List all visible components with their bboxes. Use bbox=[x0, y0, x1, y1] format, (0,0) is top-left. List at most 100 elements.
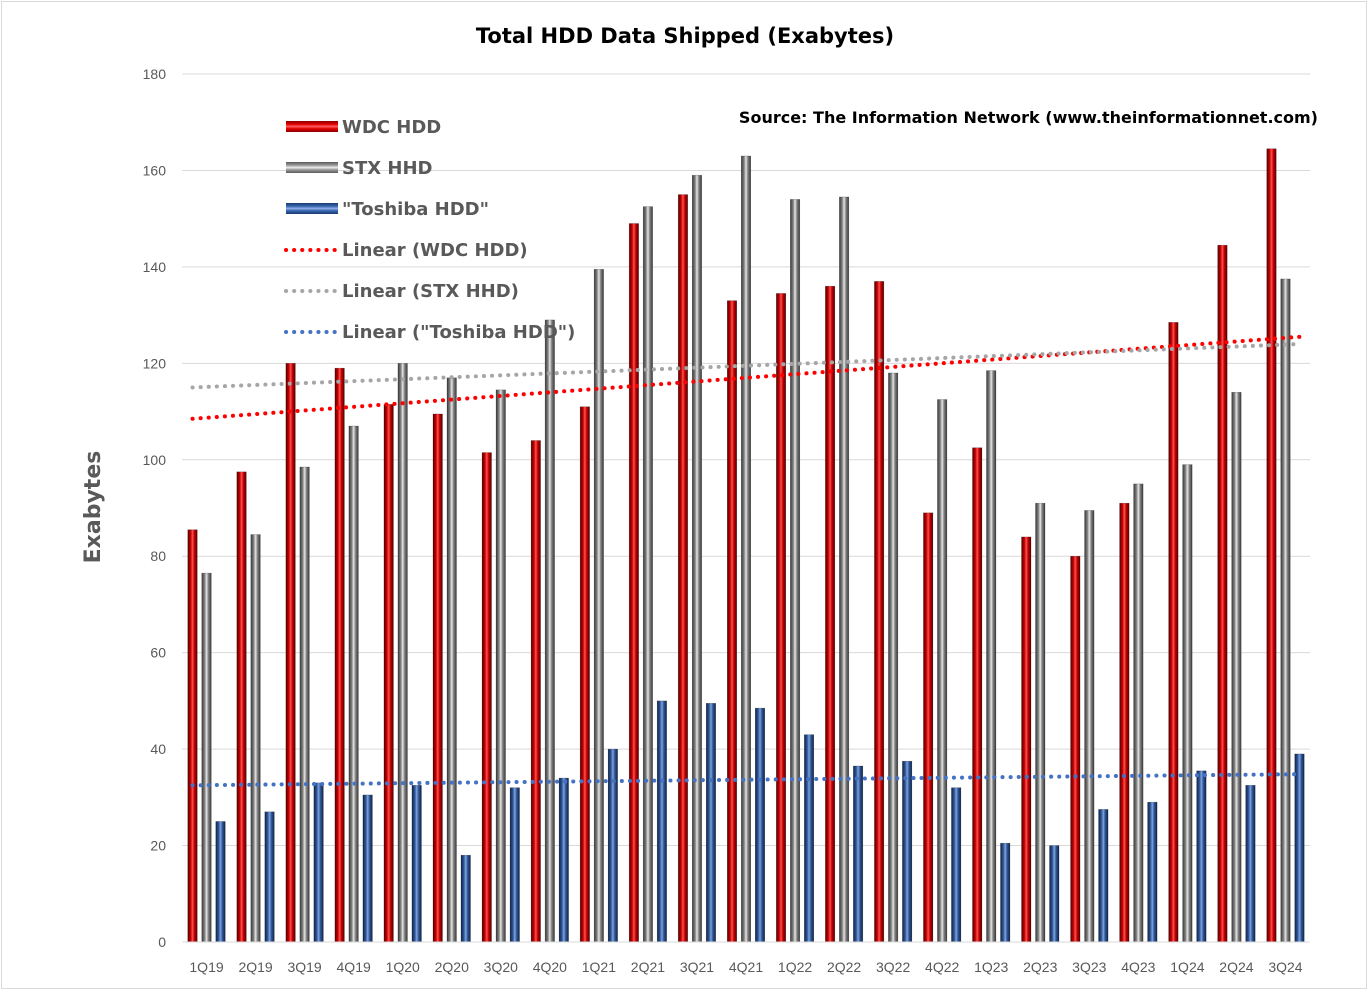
x-tick-label-2q23: 2Q23 bbox=[1023, 959, 1057, 975]
legend-label-wdc: WDC HDD bbox=[342, 117, 441, 138]
y-tick-label-100: 100 bbox=[143, 452, 167, 468]
legend-item-stx: STX HHD bbox=[286, 158, 432, 179]
legend-label-linear-wdc: Linear (WDC HDD) bbox=[342, 240, 528, 261]
x-tick-label-1q23: 1Q23 bbox=[974, 959, 1008, 975]
y-axis-ticks: 0 20 40 60 80 100 120 140 160 180 bbox=[143, 66, 167, 950]
y-tick-label-20: 20 bbox=[150, 838, 166, 854]
bar-toshiba-4q23 bbox=[1147, 801, 1158, 943]
x-tick-label-4q22: 4Q22 bbox=[925, 959, 959, 975]
y-tick-label-60: 60 bbox=[150, 645, 166, 661]
bar-stx-4q23 bbox=[1133, 483, 1144, 943]
bar-wdc-2q23 bbox=[1021, 536, 1032, 943]
bar-toshiba-3q23 bbox=[1098, 809, 1109, 943]
bar-toshiba-2q24 bbox=[1245, 785, 1256, 943]
x-tick-label-3q24: 3Q24 bbox=[1268, 959, 1302, 975]
bar-stx-3q21 bbox=[691, 175, 702, 943]
x-tick-label-2q19: 2Q19 bbox=[238, 959, 272, 975]
bar-toshiba-4q20 bbox=[558, 777, 569, 943]
legend-swatch-stx bbox=[286, 162, 338, 173]
bar-stx-1q22 bbox=[790, 199, 801, 943]
x-tick-label-2q21: 2Q21 bbox=[631, 959, 665, 975]
x-tick-label-2q20: 2Q20 bbox=[435, 959, 469, 975]
y-tick-label-120: 120 bbox=[143, 355, 167, 371]
y-tick-label-180: 180 bbox=[143, 66, 167, 82]
trendline-linear-stx bbox=[190, 342, 1302, 390]
legend: WDC HDD STX HHD "Toshiba HDD" Linear (WD… bbox=[284, 117, 575, 343]
bar-stx-4q20 bbox=[544, 319, 555, 943]
bar-stx-2q23 bbox=[1035, 502, 1046, 943]
x-tick-label-4q19: 4Q19 bbox=[337, 959, 371, 975]
bar-wdc-2q21 bbox=[628, 223, 639, 943]
legend-item-linear-toshiba: Linear ("Toshiba HDD") bbox=[284, 322, 575, 343]
bar-wdc-4q21 bbox=[727, 300, 737, 943]
bar-toshiba-2q21 bbox=[656, 700, 667, 943]
trendlines bbox=[190, 334, 1302, 788]
bar-wdc-3q20 bbox=[481, 452, 492, 943]
bar-wdc-4q23 bbox=[1119, 502, 1130, 943]
bar-stx-4q22 bbox=[937, 399, 948, 943]
x-tick-label-2q22: 2Q22 bbox=[827, 959, 861, 975]
bar-toshiba-2q20 bbox=[460, 854, 471, 943]
x-tick-label-1q22: 1Q22 bbox=[778, 959, 812, 975]
bar-wdc-3q24 bbox=[1266, 148, 1277, 943]
bar-stx-1q20 bbox=[397, 363, 408, 943]
x-tick-label-1q21: 1Q21 bbox=[582, 959, 616, 975]
bar-wdc-2q20 bbox=[432, 413, 443, 943]
bar-wdc-1q23 bbox=[972, 447, 983, 943]
bar-stx-3q19 bbox=[299, 466, 310, 943]
bar-stx-4q19 bbox=[348, 425, 359, 943]
bar-wdc-1q22 bbox=[776, 293, 787, 943]
bar-stx-1q23 bbox=[986, 370, 997, 943]
bar-stx-1q24 bbox=[1182, 464, 1193, 943]
x-tick-label-4q23: 4Q23 bbox=[1121, 959, 1155, 975]
bar-toshiba-1q19 bbox=[215, 821, 226, 943]
bar-toshiba-3q19 bbox=[313, 782, 324, 943]
bar-stx-1q19 bbox=[201, 572, 212, 943]
x-tick-label-2q24: 2Q24 bbox=[1219, 959, 1253, 975]
y-tick-label-40: 40 bbox=[150, 741, 166, 757]
bars bbox=[187, 148, 1305, 943]
bar-wdc-3q19 bbox=[285, 363, 296, 943]
x-tick-label-1q19: 1Q19 bbox=[189, 959, 223, 975]
bar-stx-3q23 bbox=[1084, 510, 1095, 943]
bar-toshiba-1q22 bbox=[804, 734, 815, 943]
y-tick-label-80: 80 bbox=[150, 548, 166, 564]
source-note: Source: The Information Network (www.the… bbox=[739, 108, 1318, 127]
y-axis-label: Exabytes bbox=[81, 451, 106, 564]
legend-item-wdc: WDC HDD bbox=[286, 117, 441, 138]
bar-wdc-1q24 bbox=[1168, 322, 1179, 943]
bar-wdc-4q20 bbox=[530, 440, 541, 943]
legend-swatch-toshiba bbox=[286, 203, 338, 214]
bar-stx-2q20 bbox=[446, 377, 457, 943]
bar-toshiba-3q20 bbox=[509, 787, 520, 943]
y-tick-label-160: 160 bbox=[143, 162, 167, 178]
bar-stx-3q22 bbox=[888, 372, 899, 943]
x-axis-ticks: 1Q19 2Q19 3Q19 4Q19 1Q20 2Q20 3Q20 4Q20 1Q21 2Q21… bbox=[189, 959, 1302, 975]
bar-toshiba-2q19 bbox=[264, 811, 275, 943]
bar-wdc-1q19 bbox=[187, 529, 198, 943]
bar-wdc-4q19 bbox=[334, 367, 345, 943]
x-tick-label-4q20: 4Q20 bbox=[533, 959, 567, 975]
x-tick-label-3q19: 3Q19 bbox=[287, 959, 321, 975]
bar-wdc-2q22 bbox=[825, 285, 836, 943]
x-tick-label-1q20: 1Q20 bbox=[386, 959, 420, 975]
legend-label-linear-toshiba: Linear ("Toshiba HDD") bbox=[342, 322, 575, 343]
legend-label-toshiba: "Toshiba HDD" bbox=[342, 199, 489, 220]
legend-item-linear-wdc: Linear (WDC HDD) bbox=[284, 240, 528, 261]
bar-stx-1q21 bbox=[593, 269, 604, 943]
bar-toshiba-1q23 bbox=[1000, 842, 1011, 943]
x-tick-label-1q24: 1Q24 bbox=[1170, 959, 1204, 975]
x-tick-label-4q21: 4Q21 bbox=[729, 959, 763, 975]
x-tick-label-3q23: 3Q23 bbox=[1072, 959, 1106, 975]
legend-item-linear-stx: Linear (STX HHD) bbox=[284, 281, 519, 302]
bar-wdc-3q23 bbox=[1070, 555, 1081, 943]
bar-stx-3q24 bbox=[1280, 278, 1291, 943]
x-tick-label-3q20: 3Q20 bbox=[484, 959, 518, 975]
bar-wdc-3q22 bbox=[874, 281, 885, 943]
bar-toshiba-2q22 bbox=[853, 765, 864, 943]
bar-wdc-2q19 bbox=[236, 471, 247, 943]
bar-wdc-2q24 bbox=[1217, 244, 1228, 943]
bar-toshiba-4q21 bbox=[755, 707, 765, 943]
